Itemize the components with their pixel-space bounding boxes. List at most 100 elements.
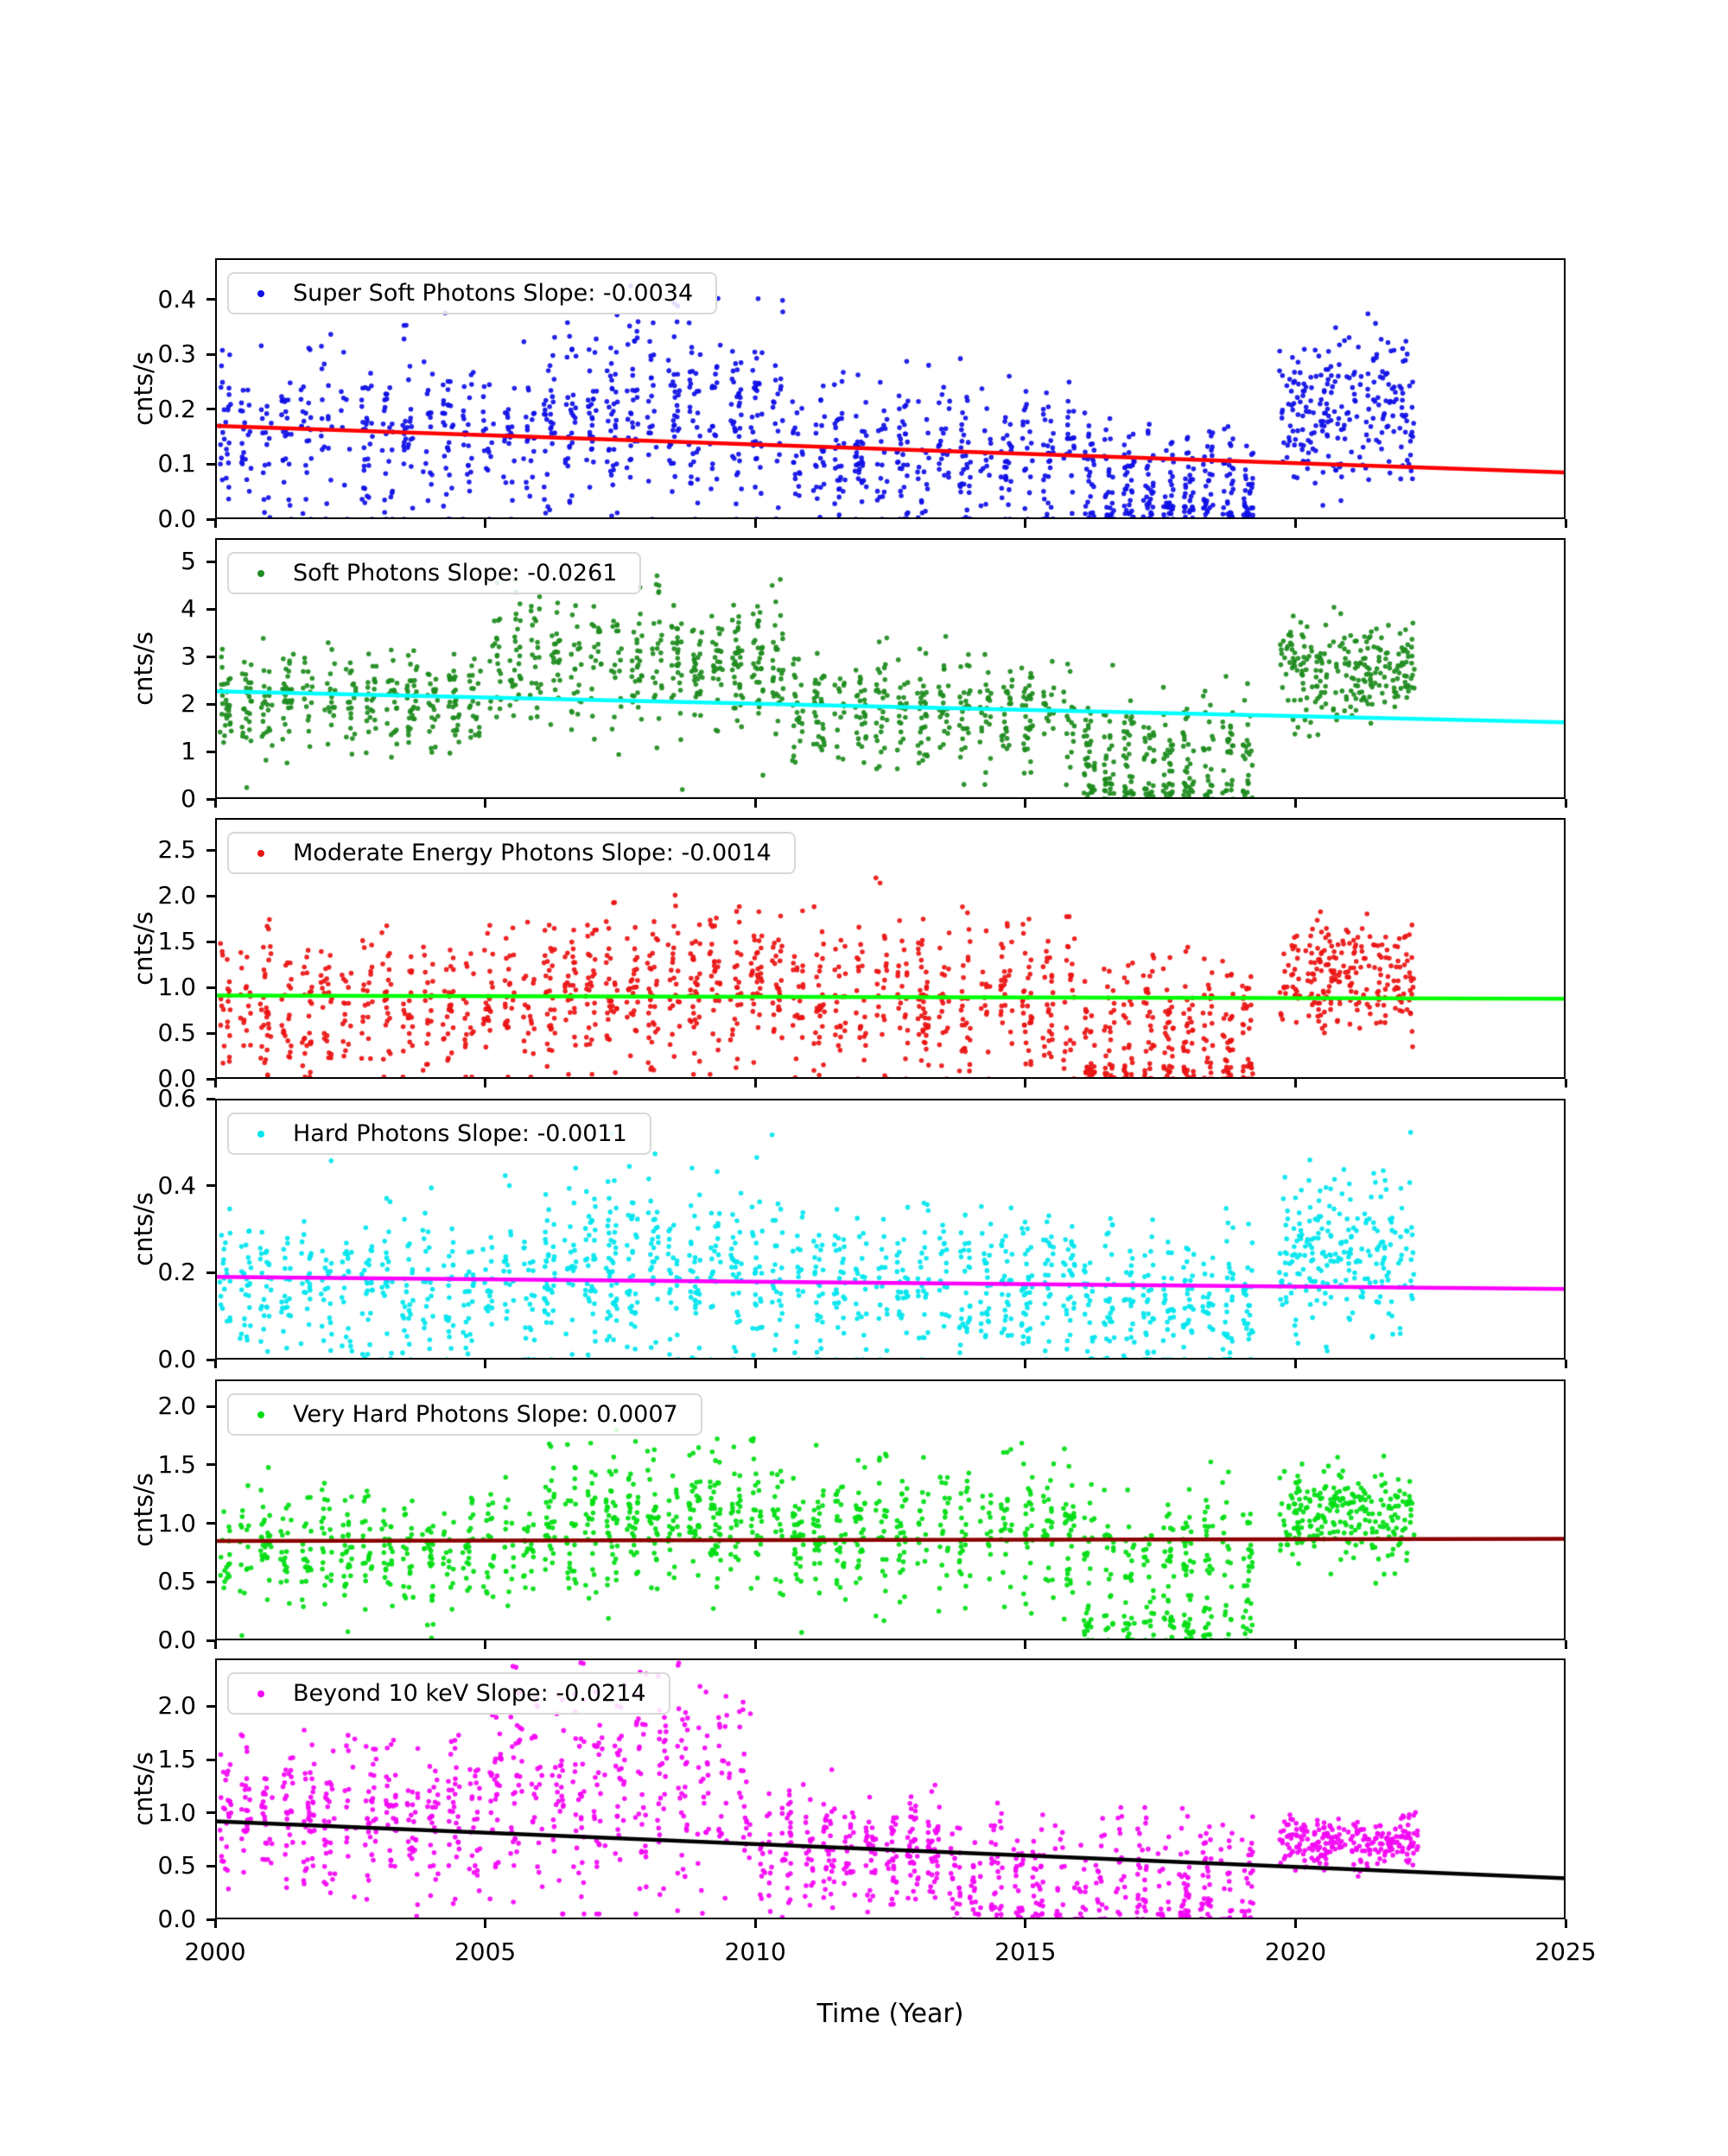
x-tick-label: 2020 [1264, 1937, 1327, 1966]
y-tick [206, 1077, 215, 1081]
legend-hard: Hard Photons Slope: -0.0011 [227, 1113, 651, 1155]
y-tick-label: 2.5 [157, 835, 196, 865]
y-tick [206, 1463, 215, 1467]
y-tick [206, 750, 215, 753]
legend-marker-icon [229, 849, 293, 857]
legend-label: Very Hard Photons Slope: 0.0007 [293, 1401, 678, 1428]
x-tick [213, 519, 217, 528]
y-tick-label: 0.0 [157, 1626, 196, 1654]
legend-label: Moderate Energy Photons Slope: -0.0014 [293, 840, 772, 866]
y-tick-label: 0.0 [157, 504, 196, 533]
y-tick-label: 0.5 [157, 1851, 196, 1880]
x-tick [213, 1079, 217, 1088]
y-tick [206, 1918, 215, 1921]
y-tick-label: 2.0 [157, 1392, 196, 1421]
y-tick-label: 3 [181, 642, 196, 671]
panel-hard-photons: cnts/s Hard Photons Slope: -0.0011 0.0 0.… [129, 1085, 1567, 1373]
x-tick [484, 1919, 487, 1928]
y-tick-label: 0.0 [157, 1345, 196, 1373]
y-tick [206, 655, 215, 658]
x-tick [753, 1360, 757, 1368]
y-tick [206, 1031, 215, 1035]
x-tick [753, 1919, 757, 1928]
y-tick-label: 1.5 [157, 1449, 196, 1479]
panel-moderate-energy-photons: cnts/s Moderate Energy Photons Slope: -0… [129, 818, 1567, 1093]
x-tick [1564, 1360, 1567, 1368]
x-tick [1024, 1919, 1027, 1928]
y-tick-label: 2.0 [157, 881, 196, 910]
y-tick-label: 4 [181, 594, 196, 624]
x-tick [1564, 1079, 1567, 1088]
y-tick-label: 1.0 [157, 1508, 196, 1538]
x-axis-label: Time (Year) [816, 1999, 964, 2029]
x-tick [753, 519, 757, 528]
y-tick-label: 0.4 [157, 284, 196, 314]
y-tick [206, 1405, 215, 1408]
x-tick [484, 1360, 487, 1368]
y-tick [206, 1864, 215, 1867]
y-tick-label: 0.5 [157, 1018, 196, 1048]
y-tick-label: 0.3 [157, 339, 196, 369]
x-tick [484, 1079, 487, 1088]
x-tick [1024, 519, 1027, 528]
legend-label: Super Soft Photons Slope: -0.0034 [293, 280, 694, 307]
y-tick [206, 607, 215, 611]
y-tick-label: 1.0 [157, 1798, 196, 1827]
y-tick [206, 1580, 215, 1583]
y-tick-label: 0 [181, 784, 196, 813]
x-tick [1564, 1640, 1567, 1649]
x-tick-label: 2005 [454, 1937, 517, 1966]
y-tick [206, 1271, 215, 1274]
legend-label: Beyond 10 keV Slope: -0.0214 [293, 1680, 646, 1707]
y-tick [206, 560, 215, 563]
legend-marker-icon [229, 1411, 293, 1418]
x-tick [213, 1640, 217, 1649]
y-tick [206, 1639, 215, 1642]
y-tick-label: 1.0 [157, 973, 196, 1002]
y-tick [206, 517, 215, 521]
y-tick [206, 352, 215, 356]
y-tick [206, 702, 215, 706]
y-tick-label: 2 [181, 689, 196, 719]
y-tick [206, 797, 215, 801]
x-tick-label: 2010 [724, 1937, 786, 1966]
y-tick [206, 408, 215, 411]
x-tick [484, 519, 487, 528]
legend-soft: Soft Photons Slope: -0.0261 [227, 552, 642, 594]
y-tick-label: 2.0 [157, 1691, 196, 1721]
legend-marker-icon [229, 289, 293, 297]
y-tick-label: 0.2 [157, 394, 196, 423]
y-tick [206, 894, 215, 897]
legend-super-soft: Super Soft Photons Slope: -0.0034 [227, 272, 718, 314]
x-tick [753, 1640, 757, 1649]
y-tick-label: 1 [181, 737, 196, 766]
x-tick [753, 1079, 757, 1088]
x-tick [1564, 799, 1567, 808]
legend-beyond-10kev: Beyond 10 keV Slope: -0.0214 [227, 1672, 670, 1715]
x-tick [1293, 1079, 1297, 1088]
y-tick [206, 986, 215, 989]
y-tick-label: 0.6 [157, 1084, 196, 1113]
x-tick [484, 1640, 487, 1649]
panel-very-hard-photons: cnts/s Very Hard Photons Slope: 0.0007 0… [129, 1379, 1567, 1654]
x-tick [213, 1360, 217, 1368]
y-tick-label: 0.2 [157, 1258, 196, 1287]
x-tick [484, 799, 487, 808]
legend-label: Hard Photons Slope: -0.0011 [293, 1120, 627, 1147]
y-axis-label: cnts/s [129, 1192, 158, 1266]
y-tick [206, 1358, 215, 1361]
x-tick [213, 1919, 217, 1928]
x-tick [753, 799, 757, 808]
y-tick [206, 1097, 215, 1100]
y-tick-label: 5 [181, 547, 196, 576]
x-tick [1564, 1919, 1567, 1928]
legend-marker-icon [229, 569, 293, 577]
x-tick [1293, 1640, 1297, 1649]
y-tick-label: 1.5 [157, 1745, 196, 1774]
x-tick [1024, 1640, 1027, 1649]
x-tick [1293, 1360, 1297, 1368]
y-tick [206, 1704, 215, 1708]
x-tick [1024, 1079, 1027, 1088]
x-tick [1293, 1919, 1297, 1928]
